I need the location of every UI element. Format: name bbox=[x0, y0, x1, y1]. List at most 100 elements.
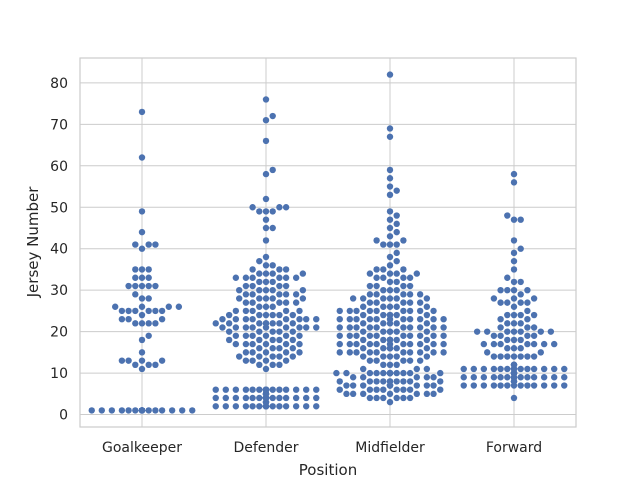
data-point-goalkeeper bbox=[138, 108, 146, 116]
data-point-goalkeeper bbox=[145, 407, 152, 414]
data-point-forward bbox=[530, 295, 538, 302]
data-point-midfielder bbox=[416, 324, 424, 331]
data-point-midfielder bbox=[406, 394, 414, 402]
data-point-defender bbox=[276, 311, 283, 319]
data-point-forward bbox=[510, 266, 518, 273]
data-point-defender bbox=[256, 257, 263, 265]
data-point-defender bbox=[289, 353, 296, 360]
data-point-midfielder bbox=[423, 311, 431, 319]
data-point-forward bbox=[504, 328, 511, 335]
data-point-goalkeeper bbox=[145, 307, 152, 315]
data-point-defender bbox=[262, 253, 270, 261]
data-point-midfielder bbox=[423, 345, 431, 352]
data-point-forward bbox=[460, 365, 467, 373]
data-point-forward bbox=[480, 374, 488, 381]
data-point-defender bbox=[276, 320, 283, 327]
data-point-forward bbox=[517, 365, 524, 373]
data-point-defender bbox=[256, 345, 263, 352]
data-point-goalkeeper bbox=[132, 307, 139, 315]
data-point-midfielder bbox=[423, 336, 431, 344]
data-point-goalkeeper bbox=[132, 407, 139, 414]
data-point-forward bbox=[530, 365, 538, 373]
data-point-forward bbox=[510, 320, 518, 327]
data-point-goalkeeper bbox=[152, 320, 159, 327]
data-point-goalkeeper bbox=[125, 282, 132, 290]
y-tick-label: 30 bbox=[50, 283, 68, 299]
data-point-goalkeeper bbox=[132, 266, 139, 273]
data-point-midfielder bbox=[416, 307, 424, 315]
data-point-goalkeeper bbox=[138, 336, 146, 344]
plot-area-background bbox=[80, 58, 576, 427]
data-point-goalkeeper bbox=[145, 295, 152, 302]
data-point-midfielder bbox=[400, 316, 407, 323]
data-point-midfielder bbox=[423, 295, 431, 302]
data-point-midfielder bbox=[349, 374, 357, 381]
y-axis-label: Jersey Number bbox=[24, 186, 42, 299]
data-point-midfielder bbox=[373, 369, 380, 377]
data-point-forward bbox=[497, 286, 504, 294]
data-point-forward bbox=[510, 278, 518, 286]
data-point-defender bbox=[225, 336, 233, 344]
x-tick-label: Defender bbox=[233, 440, 298, 456]
data-point-defender bbox=[269, 224, 276, 232]
data-point-defender bbox=[256, 286, 263, 294]
data-point-defender bbox=[232, 307, 240, 315]
data-point-defender bbox=[242, 282, 250, 290]
data-point-forward bbox=[497, 374, 504, 381]
data-points bbox=[88, 71, 568, 414]
data-point-defender bbox=[292, 403, 300, 410]
data-point-midfielder bbox=[380, 274, 387, 281]
data-point-midfielder bbox=[393, 286, 400, 294]
data-point-defender bbox=[232, 394, 240, 402]
data-point-midfielder bbox=[413, 365, 420, 373]
data-point-midfielder bbox=[336, 378, 343, 385]
data-point-defender bbox=[282, 324, 290, 331]
data-point-defender bbox=[249, 266, 256, 273]
data-point-midfielder bbox=[386, 328, 394, 335]
data-point-defender bbox=[249, 324, 256, 331]
data-point-midfielder bbox=[380, 295, 387, 302]
data-point-midfielder bbox=[406, 340, 414, 348]
data-point-defender bbox=[232, 332, 240, 339]
data-point-goalkeeper bbox=[118, 407, 126, 414]
data-point-defender bbox=[296, 332, 303, 339]
data-point-defender bbox=[262, 340, 270, 348]
data-point-defender bbox=[282, 299, 290, 306]
data-point-defender bbox=[256, 208, 263, 215]
data-point-midfielder bbox=[360, 374, 367, 381]
data-point-forward bbox=[517, 382, 524, 389]
data-point-forward bbox=[517, 311, 524, 319]
data-point-forward bbox=[530, 332, 538, 339]
data-point-forward bbox=[524, 340, 531, 348]
y-tick-label: 60 bbox=[50, 159, 68, 175]
data-point-defender bbox=[303, 324, 310, 331]
data-point-defender bbox=[289, 311, 296, 319]
data-point-defender bbox=[276, 336, 283, 344]
data-point-forward bbox=[470, 365, 477, 373]
data-point-midfielder bbox=[346, 340, 353, 348]
data-point-midfielder bbox=[393, 345, 400, 352]
x-tick-label: Midfielder bbox=[355, 440, 425, 456]
data-point-goalkeeper bbox=[189, 407, 196, 414]
data-point-defender bbox=[232, 316, 240, 323]
data-point-defender bbox=[282, 291, 290, 298]
data-point-defender bbox=[269, 303, 276, 310]
data-point-midfielder bbox=[386, 361, 394, 369]
data-point-goalkeeper bbox=[132, 241, 139, 248]
data-point-defender bbox=[262, 237, 270, 244]
data-point-defender bbox=[292, 274, 300, 281]
data-point-defender bbox=[313, 394, 320, 402]
data-point-goalkeeper bbox=[138, 365, 146, 373]
data-point-defender bbox=[276, 266, 283, 273]
data-point-midfielder bbox=[343, 390, 350, 398]
data-point-defender bbox=[242, 403, 250, 410]
data-point-forward bbox=[540, 382, 548, 389]
data-point-forward bbox=[510, 170, 518, 178]
data-point-midfielder bbox=[366, 299, 374, 306]
data-point-defender bbox=[262, 349, 270, 356]
data-point-midfielder bbox=[406, 282, 414, 290]
data-point-midfielder bbox=[423, 390, 431, 398]
data-point-midfielder bbox=[393, 278, 400, 286]
data-point-defender bbox=[282, 403, 290, 410]
data-point-midfielder bbox=[393, 353, 400, 360]
